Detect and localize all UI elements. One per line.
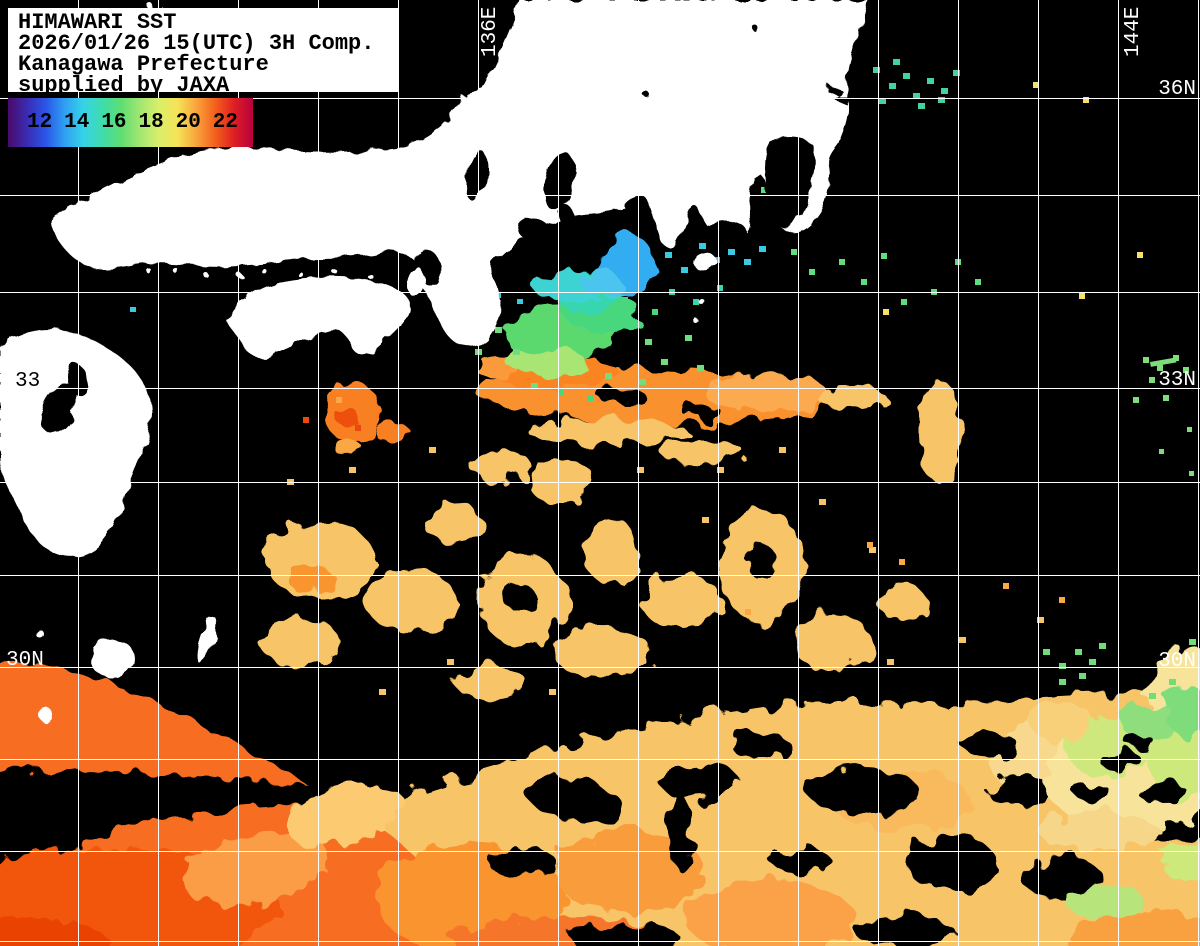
land-kyushu — [0, 329, 152, 557]
lon-label-136e: 136E — [479, 6, 502, 57]
title-line-credit: supplied by JAXA — [18, 73, 230, 98]
colorbar-tick: 20 — [175, 111, 201, 134]
title-box: HIMAWARI SST 2026/01/26 15(UTC) 3H Comp.… — [8, 8, 398, 97]
colorbar-tick: 12 — [27, 111, 53, 134]
island-awaji — [407, 268, 425, 296]
lat-label-36n-right: 36N — [1158, 78, 1196, 101]
lat-label-33-left: 33 — [15, 370, 41, 393]
title-line-datetime: 2026/01/26 15(UTC) 3H Comp. — [18, 31, 375, 56]
land-japan — [0, 0, 868, 721]
lat-label-30n-left: 30N — [6, 649, 44, 672]
lake-biwa — [466, 150, 488, 202]
title-line-region: Kanagawa Prefecture — [18, 52, 269, 77]
tokyo-bay — [764, 137, 815, 229]
mikawa-bay — [519, 219, 549, 241]
colorbar-tick: 16 — [101, 111, 127, 134]
lat-label-30n-right: 30N — [1158, 650, 1196, 673]
colorbar-tick: 14 — [64, 111, 90, 134]
lake-hamana — [593, 214, 603, 230]
colorbar-tick: 22 — [212, 111, 238, 134]
lon-label-144e: 144E — [1122, 6, 1145, 57]
ariake-sea — [39, 383, 77, 433]
island-tanegashima — [197, 617, 217, 663]
island-izu-oshima — [694, 253, 716, 271]
sagami-bay — [699, 219, 747, 247]
ise-bay — [544, 152, 576, 212]
lat-label-33n-right: 33N — [1158, 369, 1196, 392]
land-honshu — [52, 0, 868, 348]
sst-field — [0, 234, 1200, 946]
title-line-product: HIMAWARI SST — [18, 10, 177, 35]
colorbar: 12 14 16 18 20 22 — [8, 98, 253, 147]
sst-speckles — [105, 59, 1196, 699]
colorbar-tick: 18 — [138, 111, 164, 134]
island-yakushima — [90, 638, 134, 678]
